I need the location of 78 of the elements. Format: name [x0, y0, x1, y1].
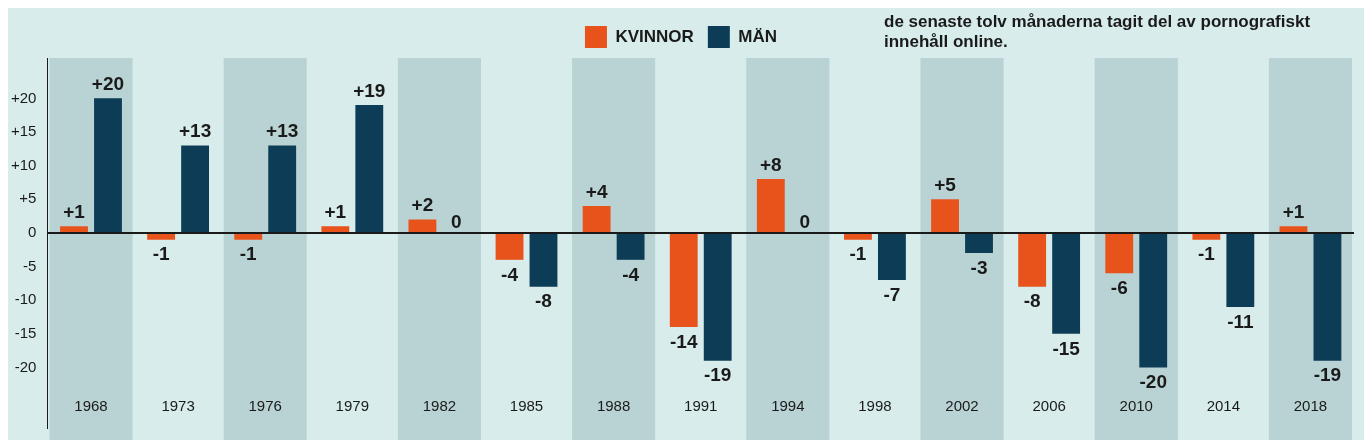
data-label: -8 [535, 290, 552, 312]
bar [495, 232, 524, 260]
x-tick-label: 2006 [1032, 397, 1066, 415]
data-label: +2 [411, 194, 434, 216]
bar [756, 179, 785, 233]
data-label: +13 [178, 120, 212, 142]
bar [669, 232, 698, 328]
data-label: -7 [883, 283, 901, 305]
x-tick-label: 1991 [684, 397, 718, 415]
data-label: -1 [849, 243, 867, 265]
x-tick-label: 1994 [771, 397, 805, 415]
data-label: +1 [63, 200, 86, 222]
y-tick-label: +5 [19, 189, 37, 207]
data-label: -19 [1313, 364, 1342, 386]
bar [181, 145, 210, 233]
data-label: -1 [152, 243, 170, 265]
bar [616, 232, 645, 260]
bar [931, 199, 959, 233]
y-tick-label: -10 [14, 290, 37, 308]
bar [1313, 232, 1342, 361]
y-tick-label: 0 [28, 223, 37, 241]
bar [965, 232, 993, 254]
bar [703, 232, 732, 361]
x-tick-label: 1985 [509, 397, 544, 415]
x-tick-label: 1982 [422, 397, 457, 415]
bar [1105, 232, 1134, 274]
y-tick-label: -15 [14, 323, 37, 341]
data-label: +8 [760, 153, 782, 175]
x-tick-label: 2010 [1119, 397, 1153, 415]
bar [94, 98, 122, 233]
data-label: -4 [622, 263, 640, 285]
data-label: -14 [670, 330, 698, 352]
bar [529, 232, 558, 287]
x-tick-label: 1998 [858, 397, 892, 415]
bar [1139, 232, 1168, 368]
data-label: +5 [934, 174, 957, 196]
data-label: -19 [703, 364, 732, 386]
y-tick-label: +10 [10, 155, 37, 173]
bar [1052, 232, 1081, 334]
bar [877, 232, 906, 280]
bar [355, 105, 384, 233]
x-tick-label: 2002 [945, 397, 979, 415]
bar [1018, 232, 1047, 287]
data-label: -20 [1139, 371, 1167, 393]
y-tick-label: -5 [23, 256, 37, 274]
data-label: -6 [1110, 277, 1128, 299]
data-label: +19 [353, 79, 386, 101]
data-label: +1 [324, 200, 347, 222]
data-label: +4 [585, 180, 608, 202]
x-tick-label: 1976 [248, 397, 282, 415]
x-tick-label: 1979 [335, 397, 369, 415]
legend-label: MÄN [738, 26, 778, 46]
x-tick-label: 1968 [74, 397, 108, 415]
data-label: -1 [1197, 243, 1216, 265]
data-label: 0 [451, 211, 462, 233]
y-tick-label: +15 [10, 122, 37, 140]
y-tick-label: +20 [10, 88, 37, 106]
data-label: -8 [1023, 290, 1041, 312]
bar [408, 219, 437, 233]
data-label: -1 [239, 243, 258, 265]
data-label: +1 [1282, 200, 1305, 222]
data-label: +20 [91, 73, 125, 95]
data-label: 0 [799, 211, 811, 233]
data-label: -11 [1227, 310, 1254, 332]
x-tick-label: 1973 [161, 397, 195, 415]
x-tick-label: 2018 [1293, 397, 1328, 415]
bar [582, 206, 611, 233]
data-label: -15 [1052, 337, 1081, 359]
legend-label: KVINNOR [615, 26, 694, 46]
data-label: -3 [970, 256, 988, 278]
bar [1226, 232, 1255, 307]
data-label: +13 [266, 120, 299, 142]
x-tick-label: 1988 [596, 397, 631, 415]
bar [268, 145, 297, 233]
y-tick-label: -20 [14, 357, 37, 375]
text: de senaste tolv månaderna tagit del av pornografiskt innehåll online. [884, 12, 1312, 52]
data-label: -4 [501, 263, 519, 285]
x-tick-label: 2014 [1206, 397, 1241, 415]
